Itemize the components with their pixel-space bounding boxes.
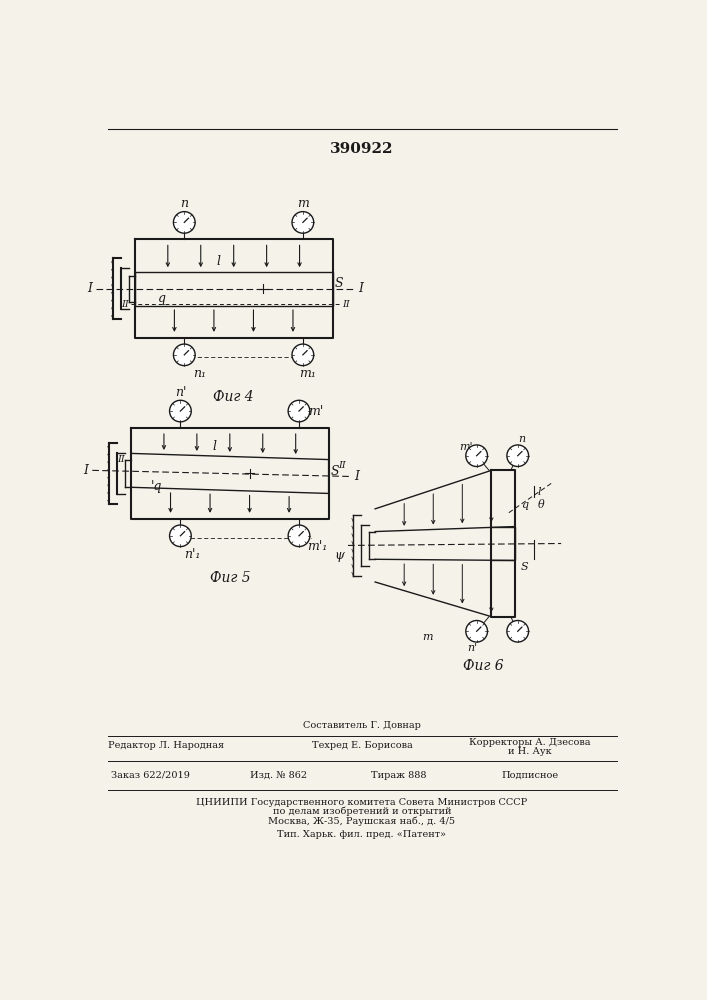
Text: Заказ 622/2019: Заказ 622/2019 xyxy=(111,771,189,780)
Text: n'₁: n'₁ xyxy=(185,548,201,561)
Text: Фиг 4: Фиг 4 xyxy=(214,390,254,404)
Text: m'₁: m'₁ xyxy=(307,540,327,553)
Text: I: I xyxy=(358,282,363,295)
Text: m': m' xyxy=(308,405,324,418)
Circle shape xyxy=(288,400,310,422)
Circle shape xyxy=(173,344,195,366)
Text: ψ: ψ xyxy=(334,549,344,562)
Text: Подписное: Подписное xyxy=(501,771,559,780)
Text: q: q xyxy=(521,500,528,510)
Text: m: m xyxy=(297,197,309,210)
Circle shape xyxy=(507,620,529,642)
Circle shape xyxy=(507,445,529,466)
Text: n': n' xyxy=(468,643,478,653)
Text: θ: θ xyxy=(538,500,544,510)
Text: по делам изобретений и открытий: по делам изобретений и открытий xyxy=(273,807,451,816)
Text: Изд. № 862: Изд. № 862 xyxy=(250,771,307,780)
Text: II: II xyxy=(117,455,125,464)
Text: n₁: n₁ xyxy=(194,367,206,380)
Circle shape xyxy=(173,212,195,233)
Circle shape xyxy=(466,620,488,642)
Text: I: I xyxy=(83,464,88,477)
Text: S: S xyxy=(521,562,528,572)
Text: II: II xyxy=(121,300,129,309)
Circle shape xyxy=(170,525,192,547)
Text: Москва, Ж-35, Раушская наб., д. 4/5: Москва, Ж-35, Раушская наб., д. 4/5 xyxy=(269,816,455,826)
Circle shape xyxy=(466,445,488,466)
Text: q: q xyxy=(158,292,166,305)
Text: l: l xyxy=(538,487,542,497)
Text: ЦНИИПИ Государственного комитета Совета Министров СССР: ЦНИИПИ Государственного комитета Совета … xyxy=(197,798,527,807)
Text: 'q: 'q xyxy=(151,480,162,493)
Text: Фиг 5: Фиг 5 xyxy=(209,571,250,585)
Text: S: S xyxy=(331,465,339,478)
Text: m': m' xyxy=(460,442,473,452)
Circle shape xyxy=(288,525,310,547)
Text: m₁: m₁ xyxy=(299,367,316,380)
Text: I: I xyxy=(87,282,92,295)
Text: n: n xyxy=(180,197,188,210)
Text: Тираж 888: Тираж 888 xyxy=(370,771,426,780)
Text: n': n' xyxy=(175,386,186,399)
Text: Техред Е. Борисова: Техред Е. Борисова xyxy=(312,741,412,750)
Text: и Н. Аук: и Н. Аук xyxy=(508,747,552,756)
Text: Составитель Г. Довнар: Составитель Г. Довнар xyxy=(303,721,421,730)
Text: n: n xyxy=(518,434,525,444)
Circle shape xyxy=(292,212,314,233)
Text: l: l xyxy=(212,440,216,453)
Text: I: I xyxy=(354,470,359,483)
Text: Корректоры А. Дзесова: Корректоры А. Дзесова xyxy=(469,738,591,747)
Text: l: l xyxy=(216,255,220,268)
Text: Тип. Харьк. фил. пред. «Патент»: Тип. Харьк. фил. пред. «Патент» xyxy=(277,830,446,839)
Text: Редактор Л. Народная: Редактор Л. Народная xyxy=(107,741,224,750)
Circle shape xyxy=(170,400,192,422)
Text: 390922: 390922 xyxy=(330,142,394,156)
Text: II: II xyxy=(343,300,351,309)
Text: Фиг 6: Фиг 6 xyxy=(463,659,504,673)
Text: m: m xyxy=(422,632,433,642)
Text: II: II xyxy=(338,461,346,470)
Text: S: S xyxy=(335,277,344,290)
Circle shape xyxy=(292,344,314,366)
